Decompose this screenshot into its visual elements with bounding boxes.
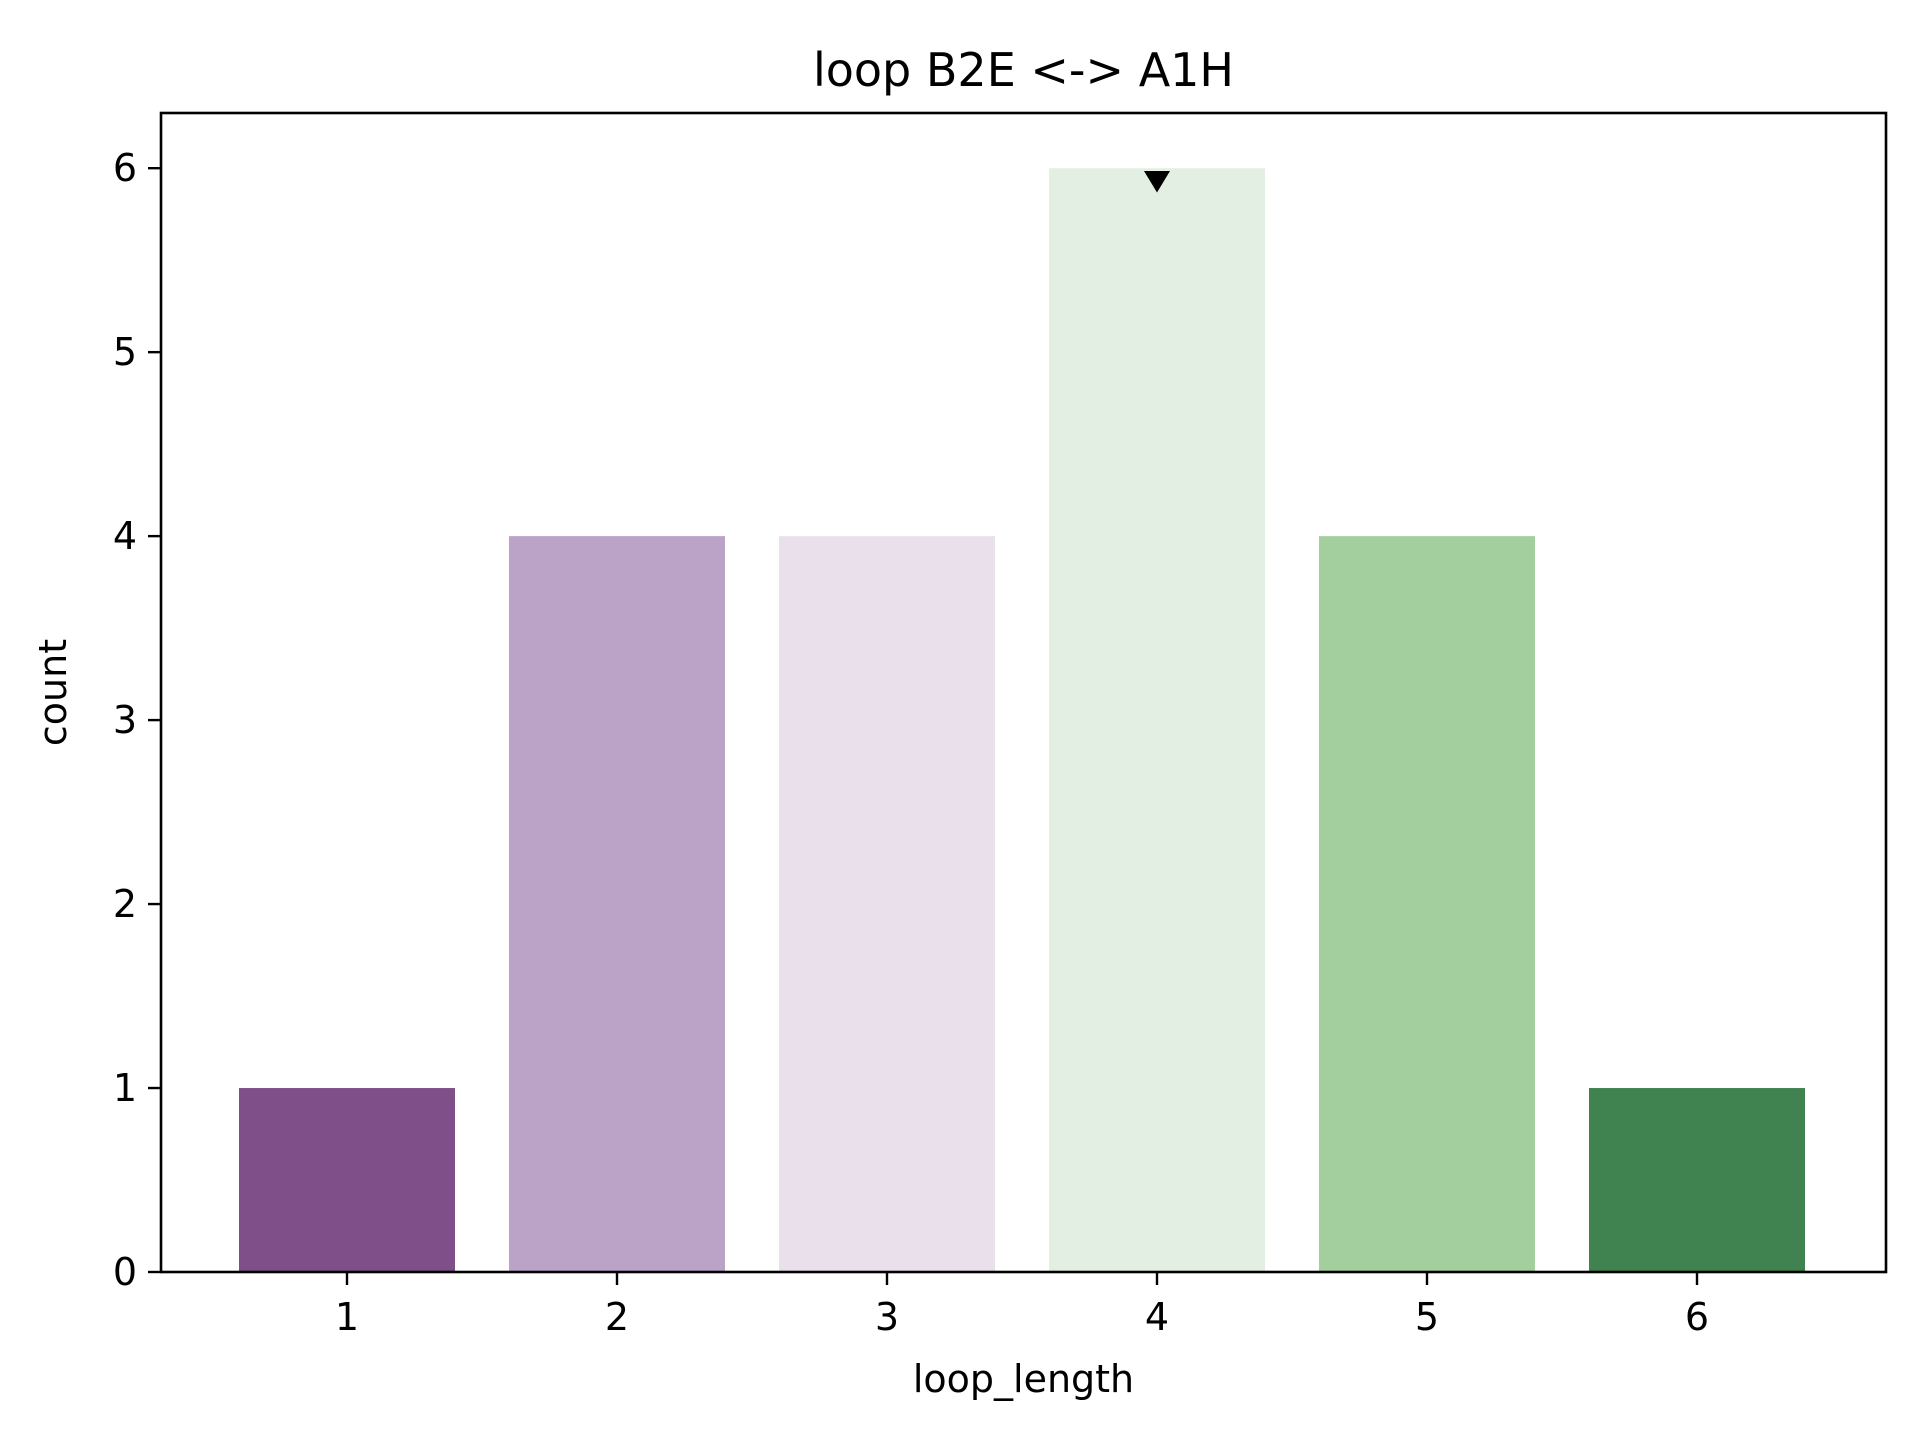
- y-axis-label: count: [31, 639, 75, 746]
- bar-3: [779, 536, 995, 1272]
- y-tick-label: 3: [113, 698, 137, 742]
- x-tick-label: 4: [1145, 1295, 1169, 1339]
- y-axis: 0 1 2 3 4 5 6: [113, 146, 161, 1294]
- y-tick-label: 6: [113, 146, 137, 190]
- marker-triangle-down: [1144, 171, 1170, 193]
- y-tick-label: 1: [113, 1066, 137, 1110]
- bar-1: [239, 1088, 455, 1272]
- y-tick-label: 4: [113, 514, 137, 558]
- bars-layer: [239, 168, 1805, 1273]
- x-tick-label: 6: [1685, 1295, 1709, 1339]
- bar-2: [509, 536, 725, 1272]
- x-tick-label: 3: [875, 1295, 899, 1339]
- bar-6: [1589, 1088, 1805, 1272]
- chart-title: loop B2E <-> A1H: [813, 43, 1234, 97]
- bar-5: [1319, 536, 1535, 1272]
- marker-layer: [1144, 171, 1170, 193]
- y-tick-label: 0: [113, 1250, 137, 1294]
- bar-4: [1049, 168, 1265, 1273]
- y-tick-label: 2: [113, 882, 137, 926]
- x-tick-label: 1: [335, 1295, 359, 1339]
- y-tick-label: 5: [113, 330, 137, 374]
- plot-frame: [159, 111, 1888, 1274]
- x-axis-label: loop_length: [913, 1357, 1134, 1401]
- x-axis: 1 2 3 4 5 6: [335, 1272, 1709, 1339]
- x-tick-label: 5: [1415, 1295, 1439, 1339]
- x-tick-label: 2: [605, 1295, 629, 1339]
